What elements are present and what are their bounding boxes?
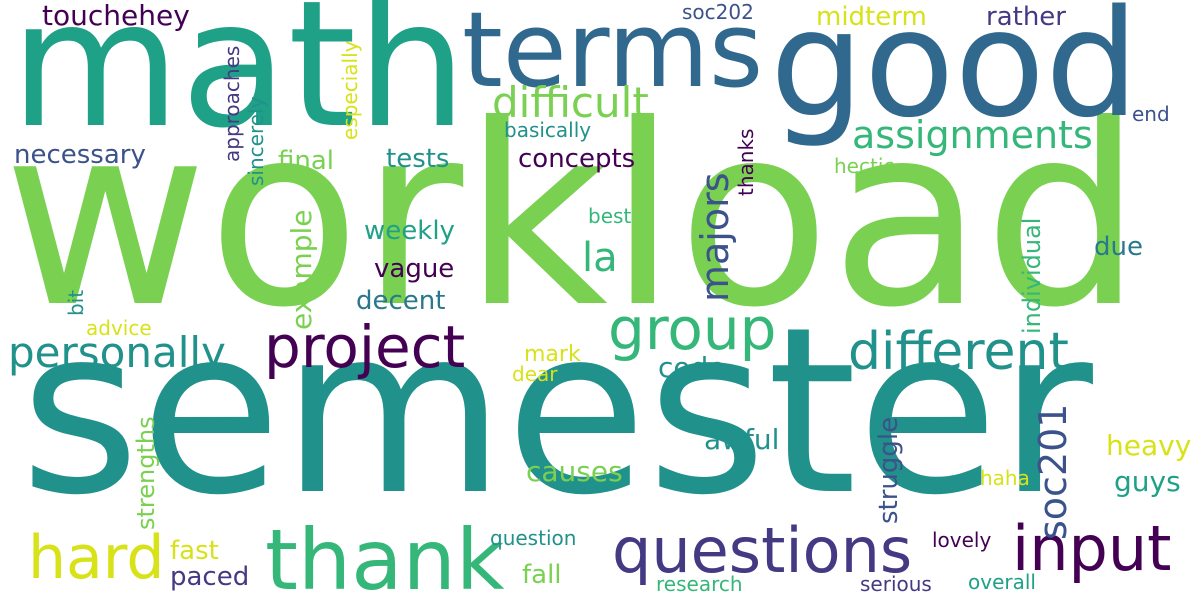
word-thanks: thanks: [734, 128, 758, 196]
word-weekly: weekly: [364, 216, 455, 246]
word-awful: awful: [704, 423, 780, 456]
word-necessary: necessary: [14, 140, 146, 170]
word-end: end: [1132, 102, 1170, 126]
word-advice: advice: [86, 316, 152, 340]
word-sincerely: sincerely: [244, 96, 268, 186]
word-example: example: [285, 209, 318, 330]
word-haha: haha: [980, 466, 1030, 490]
word-approaches: approaches: [220, 45, 244, 162]
word-struggle: struggle: [874, 416, 904, 524]
word-project: project: [264, 313, 466, 381]
word-paced: paced: [170, 562, 250, 592]
word-group: group: [608, 295, 777, 363]
word-vague: vague: [374, 254, 455, 284]
word-research: research: [656, 572, 743, 596]
word-question: question: [490, 526, 577, 550]
word-fast: fast: [170, 536, 219, 566]
word-basically: basically: [504, 118, 592, 142]
word-touchehey: touchehey: [42, 0, 190, 32]
word-midterm: midterm: [816, 2, 927, 32]
word-thank: thank: [265, 511, 505, 600]
word-questions: questions: [612, 514, 913, 587]
word-guys: guys: [1114, 465, 1181, 498]
word-soc202: soc202: [682, 0, 754, 24]
word-fall: fall: [522, 560, 562, 590]
word-strengths: strengths: [132, 416, 160, 530]
word-concepts: concepts: [518, 144, 636, 174]
word-heavy: heavy: [1106, 429, 1192, 462]
word-best: best: [588, 204, 632, 228]
word-due: due: [1094, 232, 1143, 262]
word-assignments: assignments: [852, 113, 1093, 157]
word-mark: mark: [524, 342, 581, 367]
word-especially: especially: [338, 40, 362, 140]
word-input: input: [1012, 512, 1172, 585]
word-rather: rather: [986, 2, 1066, 32]
word-different: different: [848, 322, 1069, 382]
word-code: code: [658, 351, 726, 384]
word-lovely: lovely: [932, 528, 992, 552]
word-hard: hard: [28, 523, 165, 593]
word-causes: causes: [526, 455, 623, 488]
word-final: final: [278, 146, 335, 176]
word-math: math: [10, 0, 468, 167]
word-individual: individual: [1018, 217, 1046, 334]
word-bit: bit: [64, 289, 88, 316]
word-la: la: [582, 235, 618, 281]
word-soc201: soc201: [1031, 403, 1075, 540]
word-tests: tests: [386, 144, 450, 174]
word-good: good: [770, 0, 1139, 150]
word-personally: personally: [8, 328, 226, 377]
word-serious: serious: [860, 572, 932, 596]
word-semester: semester: [20, 279, 1093, 546]
word-majors: majors: [693, 172, 737, 302]
word-difficult: difficult: [492, 78, 649, 127]
word-terms: terms: [462, 0, 764, 111]
word-overall: overall: [968, 570, 1036, 594]
word-workload: workload: [3, 71, 1143, 362]
word-hectic: hectic: [834, 154, 895, 178]
word-decent: decent: [356, 286, 446, 316]
word-dear: dear: [512, 362, 558, 386]
